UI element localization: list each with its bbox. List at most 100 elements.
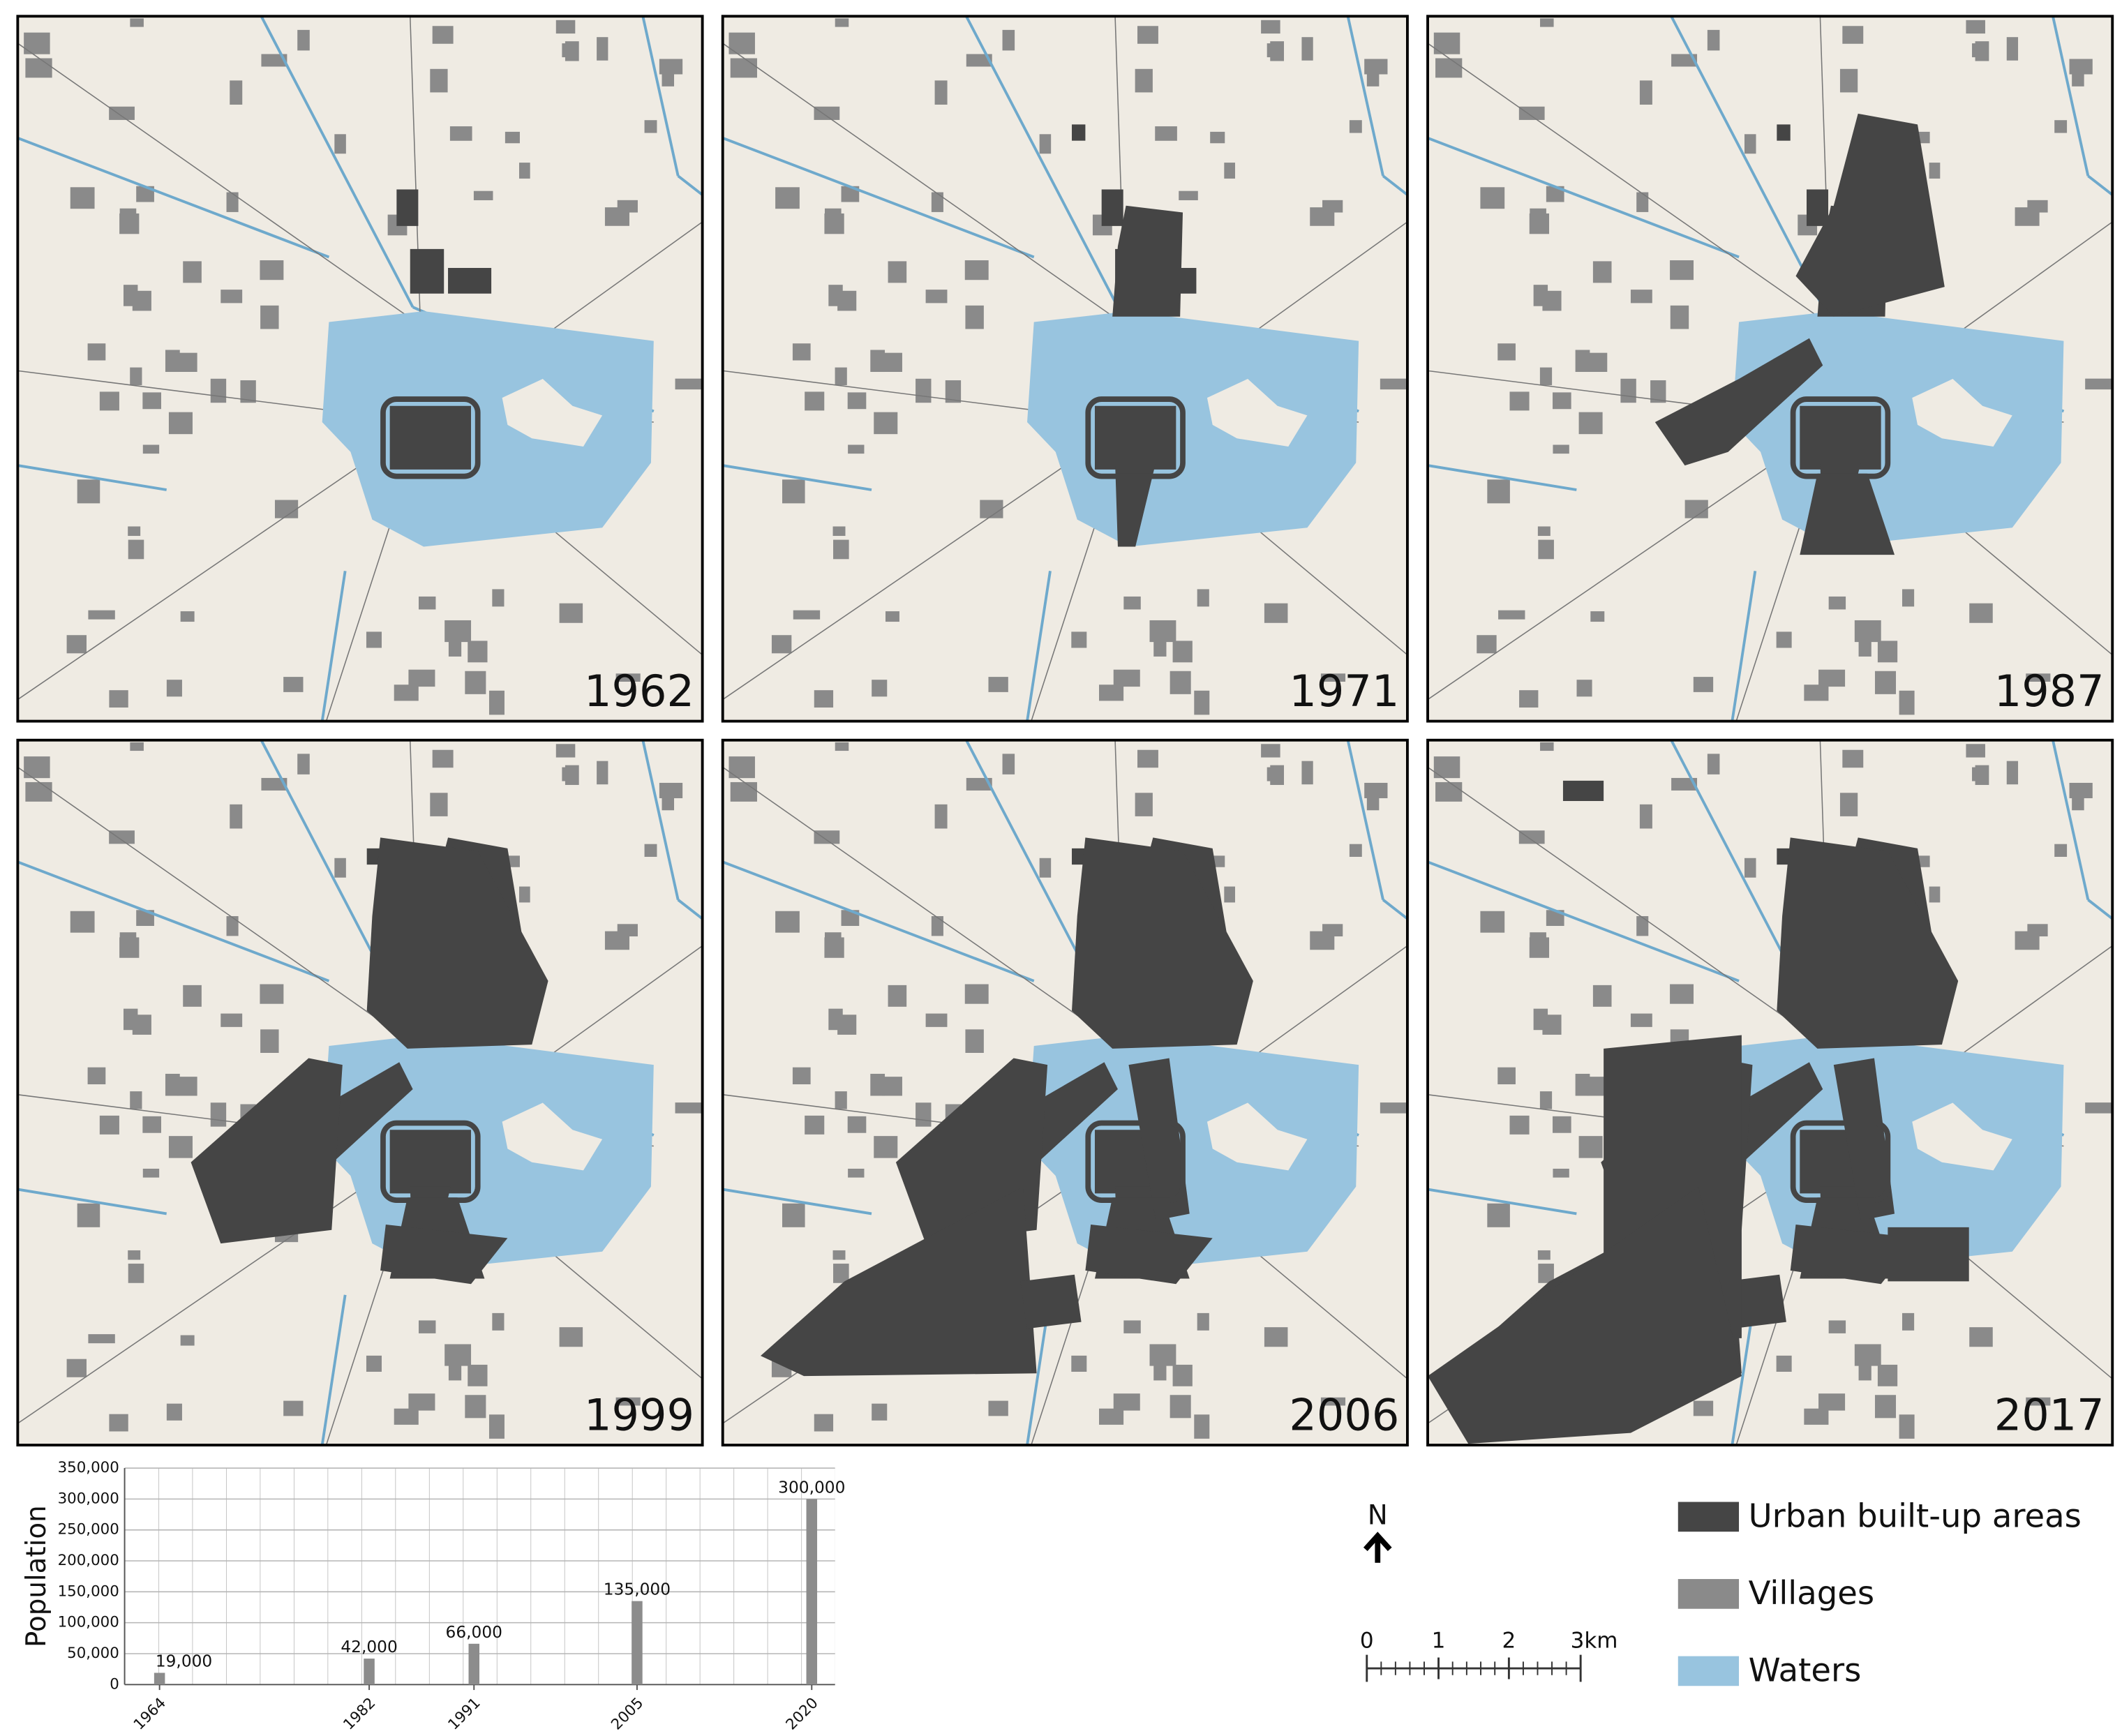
village — [814, 830, 840, 844]
road — [17, 766, 424, 1052]
river — [2087, 174, 2114, 196]
y-tick-label: 50,000 — [67, 1645, 119, 1662]
value-label: 42,000 — [341, 1638, 397, 1656]
village — [1576, 680, 1592, 697]
bar — [632, 1601, 643, 1685]
village — [430, 793, 448, 816]
village — [449, 126, 472, 141]
wall — [380, 1120, 481, 1203]
village — [965, 305, 984, 329]
y-tick-label: 0 — [110, 1675, 119, 1693]
village — [1364, 782, 1388, 798]
village — [2015, 207, 2040, 226]
village — [1435, 58, 1463, 78]
village — [1113, 1393, 1140, 1411]
river — [1427, 860, 1740, 982]
legend: Urban built-up areas Villages Waters — [1678, 1497, 2082, 1689]
bar — [154, 1673, 165, 1685]
map-panel: 2017 — [1426, 738, 2114, 1447]
island — [1912, 1102, 2012, 1171]
village — [1099, 684, 1124, 701]
village — [366, 1355, 382, 1372]
village — [297, 754, 310, 775]
village — [775, 187, 800, 209]
urban-area — [1115, 463, 1156, 547]
map-panel: 1971 — [721, 15, 1409, 723]
village — [2006, 37, 2019, 61]
value-label: 19,000 — [156, 1652, 212, 1670]
village — [814, 1414, 834, 1432]
village — [1975, 41, 1989, 61]
river — [722, 464, 872, 491]
village — [2026, 673, 2051, 682]
village — [448, 639, 462, 657]
village — [1153, 639, 1167, 657]
x-tick-label: 1982 — [340, 1694, 379, 1733]
village — [835, 1091, 847, 1109]
village — [1310, 931, 1335, 950]
river — [260, 15, 414, 308]
village — [931, 915, 943, 936]
village — [1542, 290, 1562, 311]
village — [782, 479, 805, 504]
urban-area — [380, 1224, 508, 1285]
urban-area — [410, 248, 444, 294]
island — [1912, 378, 2012, 447]
village — [183, 985, 202, 1007]
village — [1575, 350, 1590, 373]
urban-area — [1790, 1224, 1918, 1285]
village — [1590, 611, 1605, 622]
village — [119, 208, 137, 230]
bar — [806, 1499, 818, 1685]
river — [1427, 1188, 1577, 1215]
village — [1575, 1073, 1590, 1096]
village — [2072, 72, 2084, 87]
village — [1650, 380, 1666, 403]
village — [1135, 68, 1153, 93]
island — [1206, 1102, 1308, 1171]
village — [226, 915, 239, 936]
legend-label: Villages — [1749, 1574, 1875, 1612]
village — [2054, 844, 2068, 857]
village — [210, 1102, 227, 1127]
village — [1670, 260, 1694, 280]
urban-area — [389, 1130, 472, 1194]
village — [1518, 106, 1545, 120]
map-frame — [721, 738, 1409, 1447]
village — [394, 1408, 419, 1425]
village — [408, 1393, 435, 1411]
village — [644, 844, 657, 857]
river — [677, 899, 703, 920]
village — [119, 932, 137, 954]
village — [835, 742, 849, 751]
village — [1530, 208, 1546, 230]
village — [1636, 915, 1649, 936]
village — [1969, 1327, 1993, 1347]
river — [1427, 136, 1740, 259]
village — [885, 611, 899, 622]
village — [1477, 635, 1497, 654]
village — [1636, 192, 1649, 212]
village — [1671, 777, 1698, 791]
village — [1137, 26, 1158, 44]
village — [1349, 844, 1362, 857]
village — [1519, 690, 1539, 708]
island — [502, 1102, 603, 1171]
village — [177, 352, 197, 372]
village — [230, 80, 243, 105]
village — [1553, 444, 1569, 454]
urban-area — [1562, 780, 1604, 802]
village — [1172, 1364, 1193, 1386]
village — [283, 1400, 304, 1416]
urban-area — [1428, 1186, 1742, 1444]
scale-bar — [1366, 1654, 1582, 1682]
village — [166, 680, 182, 697]
village — [835, 18, 849, 27]
road — [17, 43, 424, 328]
village — [662, 795, 675, 811]
village — [25, 781, 52, 802]
village — [814, 690, 834, 708]
village — [130, 742, 144, 751]
urban-area — [1654, 338, 1823, 466]
village — [1364, 59, 1388, 75]
